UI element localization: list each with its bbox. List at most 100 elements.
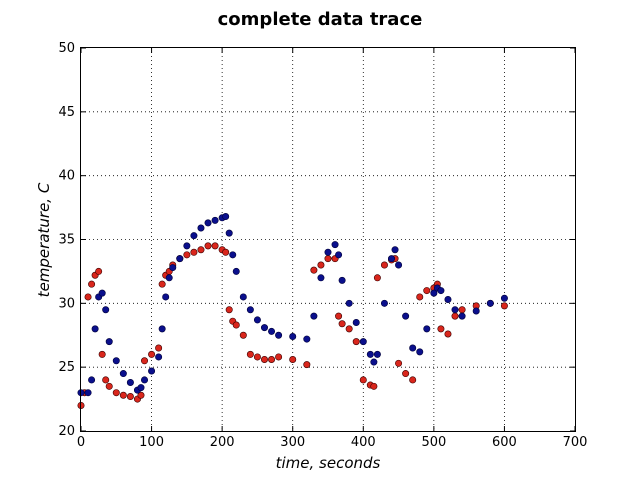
series-0-point [158,325,166,333]
series-1-point [190,248,198,256]
series-1-point [409,376,417,384]
series-0-point [458,312,466,320]
y-axis-label: temperature, C [35,182,53,297]
series-0-point [373,350,381,358]
series-1-point [260,356,268,364]
series-0-point [112,357,120,365]
series-1-point [275,353,283,361]
series-0-point [225,229,233,237]
series-1-point [112,389,120,397]
series-0-point [275,331,283,339]
series-1-point [437,325,445,333]
y-tick-label: 50 [58,41,75,56]
series-0-point [310,312,318,320]
series-1-point [373,274,381,282]
series-0-point [222,213,230,221]
series-1-point [253,353,261,361]
x-axis-label: time, seconds [276,454,381,472]
series-1-point [197,246,205,254]
y-tick-label: 25 [58,360,75,375]
x-tick-label: 0 [77,435,85,450]
series-0-point [423,325,431,333]
series-1-point [416,293,424,301]
series-1-point [289,356,297,364]
series-1-point [335,312,343,320]
series-0-point [91,325,99,333]
series-1-point [345,325,353,333]
series-0-point [162,293,170,301]
series-0-point [388,255,396,263]
series-0-point [335,251,343,259]
series-0-point [102,306,110,314]
series-1-point [102,376,110,384]
series-0-point [183,242,191,250]
series-0-point [416,348,424,356]
series-1-point [211,242,219,250]
series-0-point [165,274,173,282]
axis-ticks: 0 100 200 300 400 500 600 700 20 25 30 35 40 45 50 [58,41,587,450]
y-tick-label: 20 [58,424,75,439]
series-0-point [289,333,297,341]
series-0-point [148,367,156,375]
series-1-point [338,320,346,328]
series-1-point [395,359,403,367]
series-0-point [105,338,113,346]
series-1-point [352,338,360,346]
series-1-point [105,382,113,390]
y-tick-label: 30 [58,296,75,311]
series-0-point [246,306,254,314]
series-1-point [137,391,145,399]
series-0-point [444,296,452,304]
series-0-point [331,241,339,249]
series-0-point [359,338,367,346]
series-1-point [183,251,191,259]
x-tick-label: 400 [351,435,376,450]
series-1-point [444,330,452,338]
series-0-point [303,335,311,343]
series-1-point [148,350,156,358]
series-0-point [402,312,410,320]
series-0-point [370,358,378,366]
series-0-point [451,306,459,314]
series-1-point [402,370,410,378]
series-0-point [155,353,163,361]
series-0-point [486,299,494,307]
series-0-point [352,318,360,326]
series-1-point [268,356,276,364]
series-1-point [141,357,149,365]
y-tick-label: 45 [58,105,75,120]
series-0-point [126,378,134,386]
series-1-point [500,302,508,310]
series-1-point [232,321,240,329]
series-1-point [88,280,96,288]
series-1-point [423,287,431,295]
series-1-point [317,261,325,269]
series-1-point [451,312,459,320]
series-0-point [260,324,268,332]
series-1-point [222,248,230,256]
series-1-point [98,350,106,358]
grid [81,48,575,431]
series-0-point [345,299,353,307]
series-0-point [472,307,480,315]
series-0-point [380,299,388,307]
series-1-point [324,255,332,263]
series-1-point [458,306,466,314]
data-points [77,213,508,409]
series-0-point [366,350,374,358]
series-1-point [359,376,367,384]
series-1-point [246,350,254,358]
series-1-point [155,344,163,352]
series-1-point [380,261,388,269]
series-0-point [395,261,403,269]
x-tick-label: 300 [280,435,305,450]
series-1-point [95,267,103,275]
series-0-point [211,216,219,224]
x-tick-label: 100 [139,435,164,450]
series-0-point [500,294,508,302]
series-1-point [119,391,127,399]
series-0-point [232,267,240,275]
x-tick-label: 700 [563,435,588,450]
series-0-point [141,376,149,384]
